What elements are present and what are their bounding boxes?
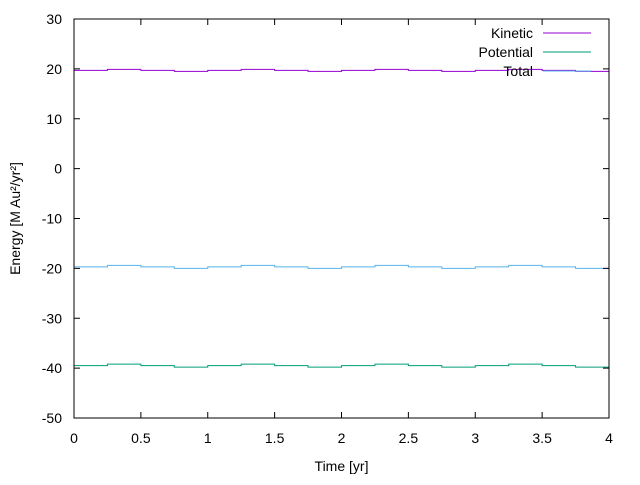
- y-tick-label: -10: [42, 211, 62, 227]
- y-tick-label: -30: [42, 310, 62, 326]
- x-tick-label: 1.5: [265, 430, 285, 446]
- x-tick-label: 4: [605, 430, 613, 446]
- legend-label-total: Total: [503, 63, 533, 79]
- series-line-potential: [74, 363, 610, 368]
- legend-label-kinetic: Kinetic: [491, 25, 533, 41]
- y-tick-label: -40: [42, 360, 62, 376]
- x-tick-label: 2.5: [399, 430, 419, 446]
- y-tick-label: -20: [42, 260, 62, 276]
- x-tick-label: 0: [70, 430, 78, 446]
- x-tick-label: 2: [338, 430, 346, 446]
- x-tick-label: 1: [204, 430, 212, 446]
- series-layer: [74, 68, 610, 368]
- legend: Kinetic Potential Total: [479, 25, 591, 79]
- x-axis-label: Time [yr]: [315, 458, 369, 474]
- y-tick-label: -50: [42, 410, 62, 426]
- y-tick-label: 10: [46, 111, 62, 127]
- x-tick-label: 3: [471, 430, 479, 446]
- y-tick-label: 20: [46, 61, 62, 77]
- y-tick-label: 0: [54, 161, 62, 177]
- legend-label-potential: Potential: [479, 44, 533, 60]
- x-tick-label: 3.5: [532, 430, 552, 446]
- ticks-layer: 0 0.5 1 1.5 2 2.5 3 3.5 4 30 20 10 0 -10 -20 -30 -40 -50: [42, 11, 613, 446]
- x-tick-label: 0.5: [131, 430, 151, 446]
- y-axis-label: Energy [M Au²/yr²]: [7, 162, 23, 275]
- series-line-total: [74, 264, 610, 269]
- y-tick-label: 30: [46, 11, 62, 27]
- series-line-kinetic: [74, 68, 610, 72]
